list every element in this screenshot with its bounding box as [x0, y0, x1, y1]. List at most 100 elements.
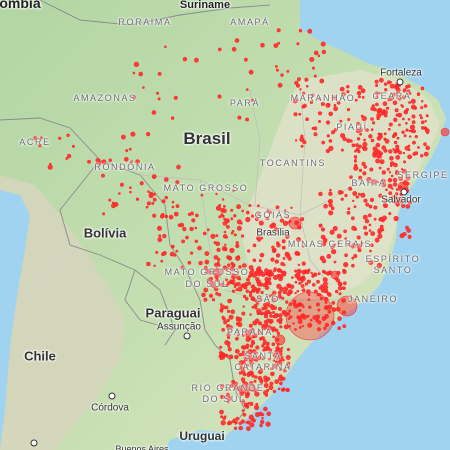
- marker[interactable]: [286, 347, 291, 352]
- marker[interactable]: [369, 249, 372, 253]
- marker[interactable]: [203, 297, 208, 302]
- marker[interactable]: [271, 245, 275, 250]
- marker[interactable]: [333, 104, 337, 107]
- marker[interactable]: [279, 381, 283, 386]
- marker[interactable]: [236, 329, 240, 333]
- marker[interactable]: [388, 212, 392, 216]
- marker[interactable]: [332, 226, 338, 232]
- marker[interactable]: [324, 313, 329, 319]
- marker[interactable]: [401, 169, 407, 174]
- marker[interactable]: [164, 195, 168, 200]
- marker[interactable]: [248, 323, 253, 328]
- marker[interactable]: [393, 215, 399, 222]
- marker[interactable]: [210, 281, 215, 286]
- marker[interactable]: [187, 212, 192, 216]
- marker[interactable]: [229, 247, 235, 253]
- marker[interactable]: [357, 150, 361, 154]
- marker[interactable]: [261, 324, 265, 328]
- marker[interactable]: [71, 144, 75, 148]
- marker[interactable]: [378, 193, 383, 198]
- marker[interactable]: [294, 139, 298, 142]
- marker[interactable]: [235, 321, 240, 326]
- marker[interactable]: [376, 116, 380, 120]
- marker[interactable]: [249, 381, 254, 386]
- marker[interactable]: [263, 406, 268, 412]
- marker[interactable]: [146, 261, 151, 267]
- marker[interactable]: [135, 197, 140, 201]
- marker[interactable]: [254, 391, 260, 397]
- marker[interactable]: [155, 250, 159, 254]
- marker[interactable]: [361, 115, 367, 122]
- marker[interactable]: [328, 210, 334, 216]
- marker[interactable]: [368, 259, 374, 265]
- marker[interactable]: [231, 273, 235, 276]
- marker[interactable]: [369, 243, 374, 247]
- marker[interactable]: [317, 111, 323, 116]
- marker[interactable]: [272, 274, 278, 280]
- marker[interactable]: [270, 371, 275, 377]
- marker[interactable]: [252, 418, 256, 423]
- marker[interactable]: [286, 312, 291, 316]
- marker[interactable]: [281, 296, 285, 300]
- marker[interactable]: [407, 234, 412, 239]
- marker[interactable]: [301, 324, 304, 328]
- marker[interactable]: [389, 83, 395, 89]
- marker[interactable]: [276, 273, 281, 278]
- marker[interactable]: [259, 423, 263, 428]
- marker[interactable]: [198, 260, 203, 266]
- marker[interactable]: [332, 95, 338, 101]
- marker[interactable]: [229, 299, 232, 302]
- marker[interactable]: [299, 137, 305, 143]
- marker[interactable]: [331, 300, 336, 305]
- marker[interactable]: [216, 261, 220, 264]
- marker[interactable]: [260, 290, 264, 295]
- marker[interactable]: [254, 217, 259, 222]
- marker[interactable]: [317, 308, 321, 312]
- marker[interactable]: [328, 139, 333, 143]
- marker[interactable]: [271, 310, 275, 314]
- marker[interactable]: [113, 201, 119, 207]
- marker[interactable]: [247, 354, 252, 359]
- marker[interactable]: [349, 175, 353, 179]
- marker[interactable]: [230, 217, 234, 221]
- marker[interactable]: [266, 318, 271, 323]
- marker[interactable]: [161, 199, 166, 204]
- marker[interactable]: [221, 356, 225, 360]
- marker[interactable]: [270, 367, 273, 370]
- marker[interactable]: [277, 387, 281, 391]
- marker[interactable]: [263, 375, 268, 380]
- marker[interactable]: [222, 204, 226, 208]
- marker[interactable]: [156, 91, 160, 95]
- marker[interactable]: [301, 288, 306, 293]
- marker[interactable]: [414, 135, 418, 139]
- marker[interactable]: [292, 303, 296, 307]
- marker[interactable]: [245, 117, 250, 122]
- marker[interactable]: [321, 269, 326, 274]
- marker[interactable]: [313, 272, 318, 277]
- marker[interactable]: [224, 305, 229, 310]
- marker[interactable]: [249, 344, 254, 348]
- marker[interactable]: [392, 148, 395, 151]
- marker[interactable]: [248, 291, 253, 295]
- marker[interactable]: [235, 243, 240, 249]
- marker[interactable]: [240, 377, 246, 382]
- marker[interactable]: [277, 41, 281, 45]
- marker[interactable]: [287, 256, 292, 261]
- marker[interactable]: [253, 379, 257, 383]
- marker[interactable]: [363, 198, 368, 203]
- marker[interactable]: [229, 384, 234, 388]
- marker[interactable]: [411, 120, 416, 125]
- marker[interactable]: [38, 143, 42, 148]
- marker[interactable]: [294, 327, 297, 331]
- marker[interactable]: [213, 255, 219, 260]
- marker[interactable]: [242, 412, 247, 417]
- marker[interactable]: [395, 90, 400, 95]
- marker[interactable]: [277, 351, 283, 357]
- marker[interactable]: [173, 211, 179, 217]
- marker[interactable]: [398, 176, 404, 181]
- marker[interactable]: [420, 106, 424, 110]
- marker[interactable]: [403, 134, 407, 138]
- marker[interactable]: [268, 305, 271, 308]
- marker[interactable]: [346, 84, 350, 89]
